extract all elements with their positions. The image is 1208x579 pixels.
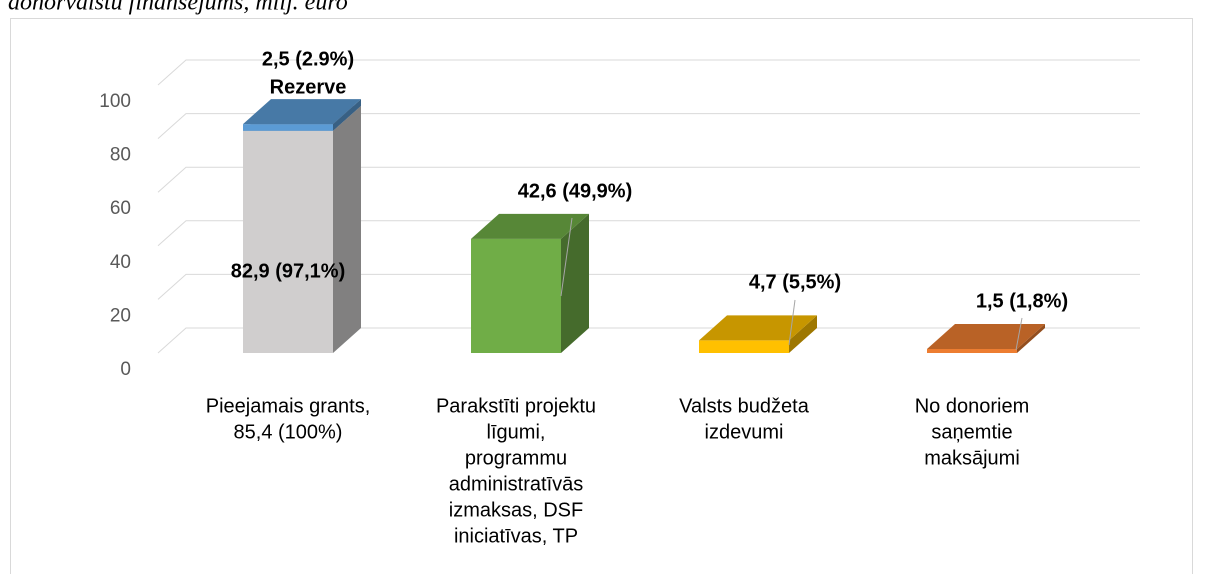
x-tick-label: izmaksas, DSF: [449, 499, 583, 521]
grid-line: [157, 166, 1140, 193]
x-tick-label: 85,4 (100%): [234, 421, 343, 443]
bar-face: [333, 99, 361, 131]
x-tick-label: saņemtie: [931, 421, 1012, 443]
bar-face: [471, 213, 589, 239]
chart-border: [10, 18, 1193, 579]
bar: [243, 99, 361, 131]
y-tick-label: 100: [99, 91, 131, 112]
bar-face: [1017, 323, 1045, 353]
bar: [243, 105, 361, 353]
x-tick-label: No donoriem: [915, 395, 1030, 417]
data-label: 1,5 (1,8%): [976, 290, 1068, 312]
bar-face: [699, 315, 817, 341]
x-tick-label: izdevumi: [705, 421, 784, 443]
bar: [471, 213, 589, 353]
grid-line: [157, 220, 1140, 247]
y-tick-label: 0: [120, 359, 131, 380]
bar: [699, 315, 817, 353]
data-label: 42,6 (49,9%): [518, 180, 633, 202]
grid-line: [157, 273, 1140, 300]
data-label: 82,9 (97,1%): [231, 260, 346, 282]
bar-face: [699, 340, 789, 353]
y-tick-label: 80: [110, 145, 131, 166]
bar-face: [471, 238, 561, 353]
leader-line: [1015, 317, 1023, 351]
x-tick-label: administratīvās: [449, 473, 584, 495]
data-label: 2,5 (2.9%): [262, 48, 354, 70]
x-tick-label: Valsts budžeta: [679, 395, 810, 417]
leader-line: [560, 217, 573, 297]
bar-face: [243, 99, 361, 125]
y-tick-label: 60: [110, 198, 131, 219]
series-label: Rezerve: [270, 76, 347, 98]
grid-line: [157, 113, 1140, 139]
bar: [927, 323, 1045, 353]
x-tick-label: iniciatīvas, TP: [454, 525, 578, 547]
bar-face: [333, 105, 361, 353]
bar-face: [927, 323, 1045, 349]
leader-line: [788, 299, 796, 346]
bar-face: [243, 130, 333, 353]
bar-face: [927, 348, 1017, 353]
bar-face: [789, 315, 817, 353]
x-tick-label: maksājumi: [924, 447, 1020, 469]
bar-face: [243, 124, 333, 131]
chart-title: donorvalstu finansējums, milj. euro: [8, 0, 348, 16]
data-label: 4,7 (5,5%): [749, 271, 841, 293]
x-tick-label: līgumi,: [487, 421, 546, 443]
x-tick-label: Parakstīti projektu: [436, 395, 596, 417]
x-tick-label: Pieejamais grants,: [206, 395, 371, 417]
y-tick-label: 40: [110, 252, 131, 273]
y-tick-label: 20: [110, 305, 131, 326]
grid-line: [157, 59, 1140, 86]
grid-line: [157, 327, 1140, 354]
x-tick-label: programmu: [465, 447, 567, 469]
